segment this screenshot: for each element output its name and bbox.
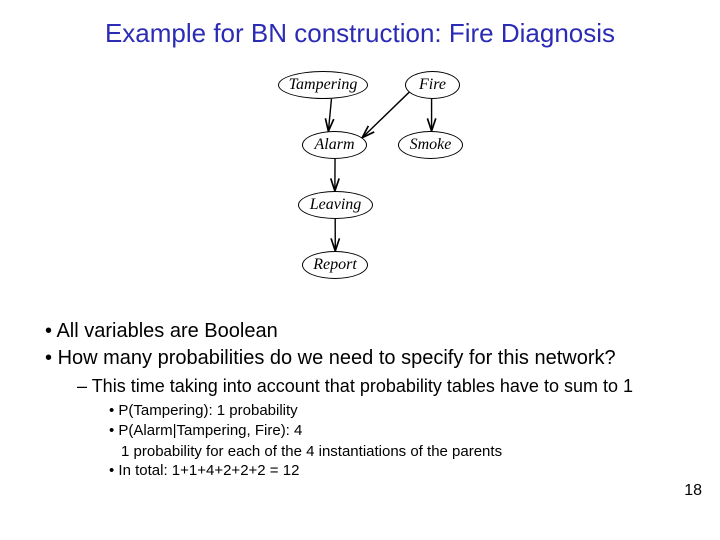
- bullet-l3: P(Tampering): 1 probability: [109, 402, 675, 421]
- node-report: Report: [302, 251, 368, 279]
- node-alarm: Alarm: [302, 131, 367, 159]
- bullet-l3: In total: 1+1+4+2+2+2 = 12: [109, 462, 675, 481]
- bullet-l3-continuation: 1 probability for each of the 4 instanti…: [109, 443, 675, 462]
- node-fire: Fire: [405, 71, 460, 99]
- node-tampering: Tampering: [278, 71, 368, 99]
- slide-title: Example for BN construction: Fire Diagno…: [0, 0, 720, 49]
- bullet-l1: All variables are Boolean: [45, 319, 675, 344]
- bullet-content: All variables are Boolean How many proba…: [0, 319, 720, 481]
- bullet-l3: P(Alarm|Tampering, Fire): 4: [109, 422, 675, 441]
- edge-tampering-alarm: [328, 99, 331, 132]
- page-number: 18: [684, 482, 702, 500]
- diagram-edges: [0, 59, 720, 319]
- node-leaving: Leaving: [298, 191, 373, 219]
- edge-fire-alarm: [362, 92, 409, 137]
- bullet-l2: This time taking into account that proba…: [77, 375, 675, 398]
- bullet-l1: How many probabilities do we need to spe…: [45, 346, 675, 371]
- bn-diagram: Tampering Fire Alarm Smoke Leaving Report: [0, 59, 720, 319]
- node-smoke: Smoke: [398, 131, 463, 159]
